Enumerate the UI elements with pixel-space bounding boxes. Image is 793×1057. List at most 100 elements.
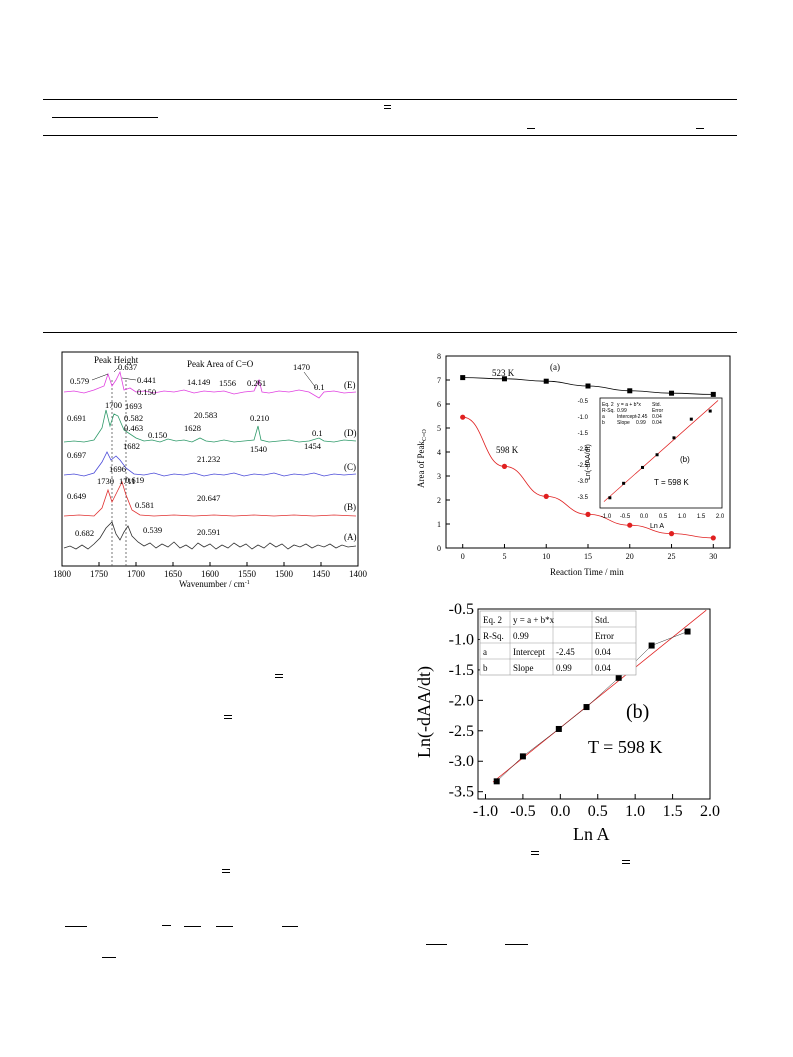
spectra-x-tick-label: 1800 [53, 569, 72, 579]
data-point-square [519, 753, 526, 760]
annotation: 20.583 [194, 410, 217, 420]
chart-a-x-tick-label: 0 [461, 552, 465, 561]
chart-b-y-axis-label: Ln(-dAA/dt) [414, 666, 435, 758]
chart-a-title: (a) [550, 362, 560, 372]
fit-table-cell: b [483, 663, 488, 673]
inset-data-point [655, 453, 659, 457]
fit-table-cell: R-Sq. [483, 631, 504, 641]
annotation: 1556 [219, 378, 236, 388]
chart-a-y-tick-label: 0 [437, 544, 441, 553]
annotation: 1696 [109, 464, 126, 474]
curve-label-A: (A) [344, 532, 357, 542]
data-point-square [684, 628, 691, 635]
annotation: 0.261 [247, 378, 266, 388]
inset-y-label: Ln(-dAA/dt) [585, 444, 592, 480]
chart-a-x-tick-label: 25 [668, 552, 676, 561]
chart-a-y-tick-label: 7 [437, 376, 441, 385]
data-point-square [648, 642, 655, 649]
fit-table-cell: Std. [595, 615, 609, 625]
chart-b-temp: T = 598 K [588, 737, 662, 757]
data-point-circle [668, 531, 675, 537]
chart-a-y-tick-label: 3 [437, 472, 441, 481]
annotation: 1540 [250, 444, 267, 454]
equals-mark-upper [531, 851, 539, 852]
inset-table-cell: R-Sq. [602, 408, 615, 414]
spectrum-curve-D [63, 409, 357, 443]
annotation: 0.1 [312, 428, 323, 438]
kinetics-chart-a: 0 5 10 15 20 25 30 0 1 2 3 4 5 6 7 8 (a) 523 K 598 K Re… [416, 352, 731, 577]
data-point-square [555, 725, 562, 732]
inset-y-tick: -2.5 [578, 463, 589, 469]
inset-table-cell: Std. [652, 402, 661, 408]
fit-table-cell: y = a + b*x [513, 615, 555, 625]
annotation: 0.649 [67, 491, 86, 501]
data-point-circle [585, 511, 591, 517]
annotation: 0.539 [143, 525, 162, 535]
annotation: 0.581 [135, 500, 154, 510]
curve-label-B: (B) [344, 502, 356, 512]
data-point-square [710, 391, 716, 397]
spectra-x-tick-label: 1700 [127, 569, 146, 579]
leader-line [91, 373, 109, 381]
peak-height-label: Peak Height [94, 355, 139, 365]
chart-b-title: (b) [626, 701, 649, 723]
chart-a-y-tick-label: 6 [437, 400, 441, 409]
chart-b-y-tick-label: -3.0 [449, 753, 474, 770]
dash-mark [527, 128, 535, 129]
inset-marks [603, 400, 719, 502]
annotation: 0.619 [125, 475, 144, 485]
annotation: 1700 [105, 400, 122, 410]
data-point-square [615, 674, 622, 681]
annotation: 1682 [123, 441, 140, 451]
fit-table-cell: -2.45 [556, 647, 575, 657]
inset-y-tick: -3.0 [578, 479, 589, 485]
curve-label-C: (C) [344, 462, 356, 472]
data-point-square [493, 778, 500, 785]
data-point-square [501, 376, 507, 382]
dash-mark [696, 128, 704, 129]
inset-table-cell: 0.04 [652, 414, 662, 420]
annotation: 0.463 [124, 423, 143, 433]
fraction-bar [65, 926, 87, 927]
spectra-x-ticks [61, 562, 359, 566]
equals-mark-upper [622, 860, 630, 861]
annotation: 0.441 [137, 375, 156, 385]
spectra-x-tick-label: 1600 [201, 569, 220, 579]
annotation: 1454 [304, 441, 322, 451]
chart-a-y-axis-label: Area of PeakC=O [416, 429, 428, 488]
chart-b-x-tick-label: 0.0 [550, 803, 570, 820]
spectrum-curve-A [63, 521, 357, 550]
data-point-circle [501, 463, 508, 469]
chart-a-y-tick-label: 4 [437, 448, 441, 457]
chart-b-x-tick-label: 1.5 [663, 803, 683, 820]
fraction-bar [102, 957, 116, 958]
inset-y-tick: -1.0 [578, 415, 589, 421]
chart-b-x-tick-label: -0.5 [510, 803, 535, 820]
equals-mark-upper [275, 674, 283, 675]
data-point-square [543, 378, 549, 384]
inset-data-point [641, 465, 645, 469]
equals-mark-lower [622, 863, 630, 864]
kinetics-chart-b: -1.0 -0.5 0.0 0.5 1.0 1.5 2.0 -0.5 -1.0 -1.5 -2.0 -… [414, 601, 720, 843]
inset-data-point [672, 436, 676, 440]
data-point-square [585, 383, 591, 389]
chart-a-x-tick-label: 30 [709, 552, 717, 561]
annotation: 0.579 [70, 376, 89, 386]
equals-mark-upper [224, 715, 232, 716]
inset-frame [599, 397, 723, 509]
chart-b-y-tick-label: -0.5 [449, 601, 474, 618]
chart-a-x-axis-label: Reaction Time / min [550, 567, 624, 577]
data-point-square [627, 388, 633, 394]
series-label-598K: 598 K [496, 445, 519, 455]
annotation: 0.682 [75, 528, 94, 538]
leader-line [113, 367, 119, 373]
fit-table: Eq. 2 y = a + b*x Std. R-Sq. 0.99 Error … [479, 610, 637, 676]
chart-a-x-tick-label: 5 [502, 552, 506, 561]
inset-data-point [708, 409, 712, 413]
spectrum-curve-E [63, 370, 357, 399]
annotation: 0.697 [67, 450, 86, 460]
peak-area-label: Peak Area of C=O [187, 359, 254, 369]
annotation: 0.150 [137, 387, 156, 397]
annotation: 1628 [184, 423, 201, 433]
data-point-circle [710, 535, 716, 541]
